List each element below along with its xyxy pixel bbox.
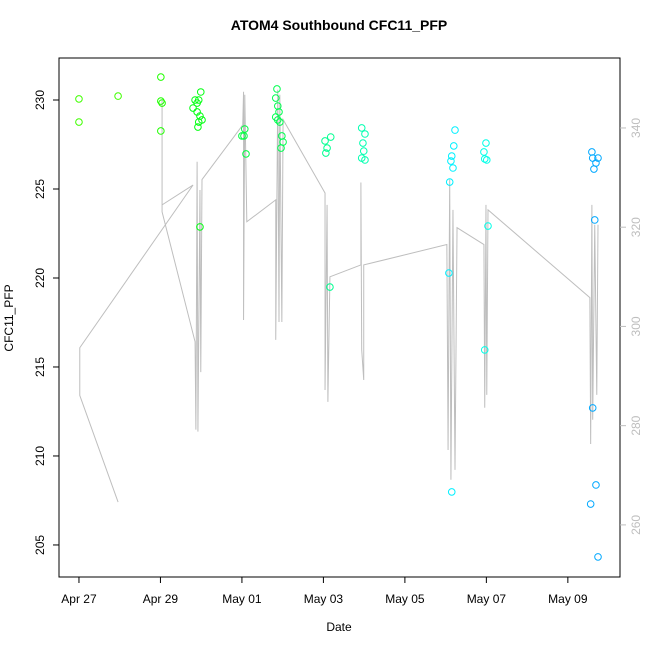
data-point — [590, 216, 599, 224]
data-point — [451, 126, 459, 134]
data-point — [194, 96, 203, 104]
y2-tick-label: 280 — [629, 415, 643, 435]
data-point — [240, 132, 248, 140]
x-tick-label: Apr 27 — [61, 592, 97, 606]
data-point — [326, 133, 335, 141]
data-point — [445, 178, 454, 186]
data-point — [198, 116, 206, 124]
data-point — [158, 99, 166, 107]
chart-title: ATOM4 Southbound CFC11_PFP — [231, 17, 448, 33]
x-tick-label: May 07 — [467, 592, 507, 606]
x-tick-label: May 09 — [548, 592, 588, 606]
data-point — [273, 102, 282, 110]
data-point — [361, 130, 369, 138]
data-point — [157, 73, 165, 81]
data-point — [592, 481, 600, 489]
data-point — [594, 154, 602, 162]
y-tick-label: 230 — [33, 90, 47, 110]
data-point — [75, 118, 83, 126]
data-point — [482, 139, 490, 147]
y-tick-label: 220 — [33, 268, 47, 288]
data-point — [75, 95, 83, 103]
data-point — [189, 104, 197, 112]
data-point — [276, 118, 284, 126]
data-point — [480, 155, 489, 163]
data-point — [279, 138, 287, 146]
data-point — [588, 148, 596, 156]
y2-tick-label: 320 — [629, 217, 643, 237]
x-tick-label: May 05 — [385, 592, 425, 606]
data-point — [322, 149, 330, 157]
line-series — [79, 89, 599, 503]
data-point — [157, 127, 165, 135]
y2-tick-label: 300 — [629, 316, 643, 336]
data-point — [359, 147, 368, 155]
x-axis-label: Date — [326, 620, 352, 634]
y-tick-label: 205 — [33, 535, 47, 555]
data-point — [586, 500, 595, 508]
x-tick-label: May 01 — [222, 592, 262, 606]
data-point — [157, 97, 165, 105]
data-point — [114, 92, 122, 100]
data-point — [594, 553, 602, 561]
plot-box — [58, 57, 621, 578]
data-point — [271, 94, 280, 102]
data-point — [196, 223, 204, 231]
data-point — [445, 269, 453, 277]
data-point — [196, 88, 205, 96]
data-point — [357, 124, 366, 132]
x-tick-label: Apr 29 — [143, 592, 179, 606]
data-point — [484, 222, 492, 230]
data-point — [238, 132, 246, 140]
data-point — [194, 123, 202, 131]
data-point — [480, 148, 488, 156]
y-tick-label: 225 — [33, 179, 47, 199]
x-tick-label: May 03 — [304, 592, 344, 606]
y-tick-label: 210 — [33, 446, 47, 466]
data-point — [242, 150, 250, 158]
data-point — [326, 283, 334, 291]
data-point — [480, 346, 489, 354]
data-point — [321, 137, 329, 145]
data-point — [447, 157, 455, 165]
y2-tick-label: 340 — [629, 118, 643, 138]
data-point — [588, 404, 597, 412]
data-point — [447, 152, 456, 160]
data-point — [323, 144, 331, 152]
data-point — [447, 488, 456, 496]
data-point — [361, 156, 369, 164]
data-point — [592, 159, 600, 167]
data-point — [359, 139, 367, 147]
data-point — [271, 113, 280, 121]
data-point — [273, 85, 281, 93]
y2-tick-label: 260 — [629, 515, 643, 535]
data-point — [449, 142, 458, 150]
y-axis-label: CFC11_PFP — [2, 284, 16, 351]
y-tick-label: 215 — [33, 357, 47, 377]
data-point — [449, 164, 457, 172]
